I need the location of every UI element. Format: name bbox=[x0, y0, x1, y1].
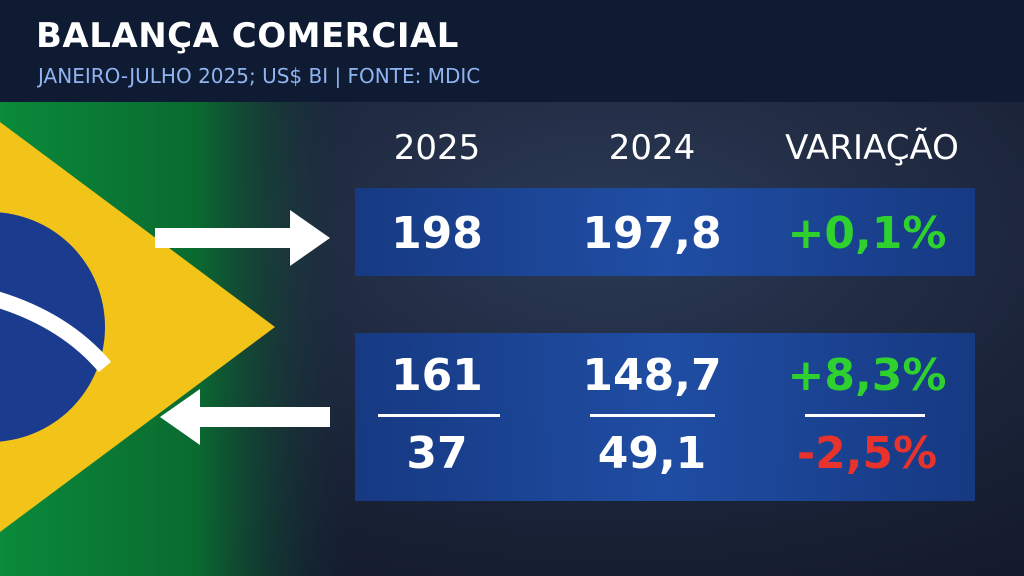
header-bar bbox=[0, 0, 1024, 102]
cell: 198 bbox=[391, 208, 483, 259]
cell: +0,1% bbox=[787, 208, 947, 259]
column-header: VARIAÇÃO bbox=[785, 128, 959, 168]
import-panel bbox=[355, 333, 975, 501]
cell: 37 bbox=[406, 428, 468, 479]
cell: -2,5% bbox=[796, 428, 938, 479]
column-header: 2024 bbox=[608, 128, 696, 168]
cell: 197,8 bbox=[582, 208, 722, 259]
cell: 49,1 bbox=[597, 428, 707, 479]
column-header: 2025 bbox=[393, 128, 481, 168]
cell: +8,3% bbox=[787, 350, 947, 401]
export-panel bbox=[355, 188, 975, 276]
subtitle: JANEIRO-JULHO 2025; US$ BI | FONTE: MDIC bbox=[38, 64, 481, 88]
divider bbox=[378, 414, 500, 417]
title: BALANÇA COMERCIAL bbox=[36, 16, 459, 56]
cell: 161 bbox=[391, 350, 483, 401]
flag-and-arrows bbox=[0, 102, 360, 576]
cell: 148,7 bbox=[582, 350, 722, 401]
divider bbox=[590, 414, 715, 417]
divider bbox=[805, 414, 925, 417]
